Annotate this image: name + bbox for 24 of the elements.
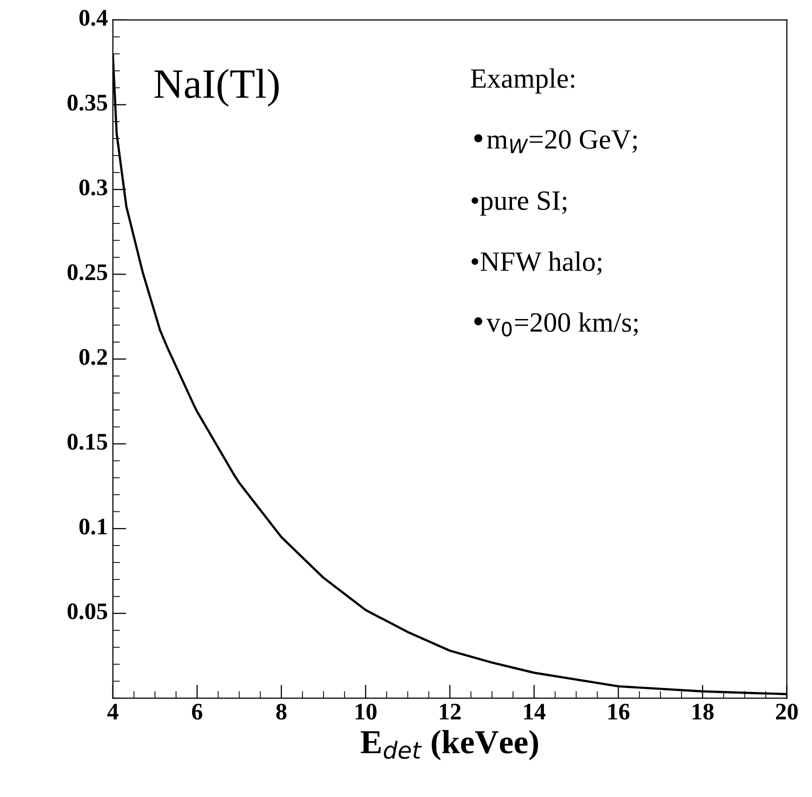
y-tick-label: 0.35 <box>68 94 108 111</box>
y-tick-label: 0.4 <box>79 10 108 26</box>
y-tick-label: 0.3 <box>79 179 108 196</box>
x-axis-title: E$_{det}$ (keVee) <box>360 730 538 760</box>
y-tick-label: 0.05 <box>68 603 108 620</box>
annotation: Example: <box>470 68 574 94</box>
x-tick-label: 20 <box>776 704 798 720</box>
x-tick-label: 8 <box>276 704 286 720</box>
x-tick-label: 10 <box>356 704 377 720</box>
x-tick-label: 4 <box>107 704 118 720</box>
y-tick-label: 0.15 <box>68 434 108 450</box>
y-tick-label: 0.2 <box>79 349 107 366</box>
x-tick-label: 18 <box>692 704 714 720</box>
annotation: •m$_{W}$=20 GeV; <box>474 130 637 154</box>
x-tick-label: 16 <box>608 704 630 720</box>
annotation: •v$_{0}$=200 km/s; <box>474 312 638 336</box>
y-tick-label: 0.25 <box>68 264 108 280</box>
annotation: NaI(Tl) <box>154 68 279 107</box>
x-tick-label: 6 <box>192 704 202 720</box>
annotation: •NFW halo; <box>472 252 602 276</box>
x-tick-label: 14 <box>524 704 546 720</box>
x-tick-label: 12 <box>440 704 461 720</box>
annotation: •pure SI; <box>472 191 566 216</box>
y-tick-label: 0.1 <box>79 518 107 535</box>
